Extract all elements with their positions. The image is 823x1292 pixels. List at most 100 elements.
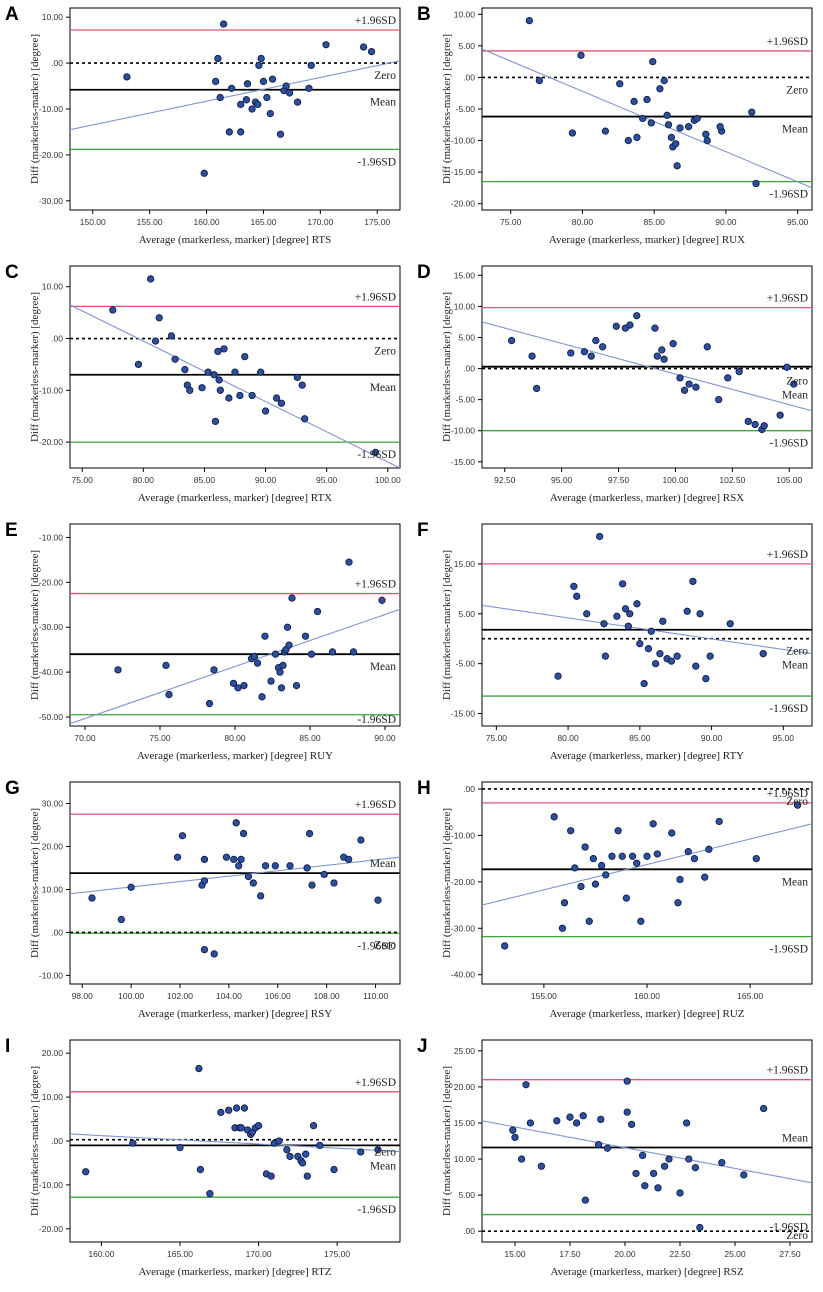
data-point — [249, 879, 257, 887]
y-axis-title: Diff (markerless-marker) [degree] — [441, 808, 453, 958]
data-point — [501, 942, 509, 950]
data-point — [293, 98, 302, 106]
data-point — [241, 352, 249, 361]
panel-c: C +1.96SD -1.96SD Zero Mean 10.00 .00 -10.00 -20… — [5, 262, 401, 504]
data-point — [579, 1112, 587, 1120]
x-tick-label: 110.00 — [363, 991, 389, 1001]
panel-letter: C — [5, 262, 19, 283]
data-point — [676, 1189, 684, 1197]
x-tick-label: 90.00 — [701, 733, 723, 743]
mean-label: Mean — [370, 97, 396, 109]
data-point — [236, 391, 244, 400]
x-tick-label: 85.00 — [299, 733, 321, 743]
upper-loa-label: +1.96SD — [355, 799, 396, 811]
y-tick-label: -5.00 — [456, 104, 476, 114]
y-tick-label: -20.00 — [451, 199, 475, 209]
data-point — [200, 169, 208, 177]
data-point — [225, 394, 233, 402]
data-point — [293, 373, 301, 382]
data-point — [567, 827, 575, 835]
data-point — [276, 130, 285, 138]
x-tick-label: 20.00 — [614, 1249, 636, 1259]
y-tick-label: -5.00 — [456, 659, 476, 669]
panel-b: B +1.96SD -1.96SD Zero Mean 10.00 5.00 .00 -5.00… — [417, 4, 813, 246]
lower-loa-label: -1.96SD — [357, 940, 396, 952]
data-point — [204, 368, 212, 376]
data-point — [558, 924, 567, 932]
data-point — [285, 89, 294, 97]
data-point — [581, 1196, 590, 1204]
x-tick-label: 170.00 — [307, 217, 333, 227]
x-tick-label: 80.00 — [133, 475, 155, 485]
x-tick-label: 85.00 — [644, 217, 666, 227]
data-point — [267, 677, 275, 685]
data-point — [680, 386, 689, 394]
data-point — [232, 1104, 241, 1112]
data-point — [759, 650, 767, 658]
data-point — [706, 652, 714, 660]
x-tick-label: 95.00 — [773, 733, 795, 743]
data-point — [759, 1104, 768, 1113]
x-tick-label: 100.00 — [375, 475, 401, 485]
panel-f: F +1.96SD -1.96SD Mean Zero 15.00 5.00 -5.00 -15… — [417, 520, 813, 762]
data-point — [219, 20, 228, 28]
x-tick-label: 80.00 — [557, 733, 579, 743]
zero-label: Zero — [786, 646, 808, 658]
data-point — [283, 1146, 291, 1154]
panel-letter: J — [417, 1036, 428, 1057]
data-point — [659, 617, 667, 625]
lower-loa-label: -1.96SD — [769, 189, 808, 201]
y-axis-title: Diff (markerless-marker) [degree] — [441, 292, 453, 442]
x-tick-label: 85.00 — [194, 475, 216, 485]
regression-line — [70, 304, 400, 468]
data-point — [301, 415, 309, 423]
data-point — [303, 864, 311, 872]
data-point — [614, 827, 622, 835]
data-point — [654, 1184, 662, 1192]
data-point — [633, 859, 641, 867]
data-point — [691, 1164, 700, 1172]
data-point — [151, 337, 160, 345]
data-point — [176, 1143, 184, 1152]
data-point — [636, 640, 644, 648]
data-point — [577, 51, 585, 59]
y-axis-title: Diff (markerless-marker) [degree] — [29, 1066, 41, 1216]
x-tick-label: 27.50 — [779, 1249, 801, 1259]
data-point — [623, 1077, 631, 1085]
upper-loa-label: +1.96SD — [767, 549, 808, 561]
x-axis-title: Average (markerless, marker) [degree] RT… — [139, 234, 331, 246]
data-point — [511, 1133, 519, 1142]
data-point — [630, 97, 638, 106]
data-point — [633, 133, 641, 142]
panel-letter: I — [5, 1036, 10, 1057]
data-point — [570, 582, 578, 590]
x-tick-label: 95.00 — [787, 217, 809, 227]
x-tick-label: 106.00 — [265, 991, 291, 1001]
data-point — [672, 140, 680, 148]
data-point — [651, 324, 659, 332]
data-point — [271, 862, 279, 870]
y-tick-label: -30.00 — [39, 622, 63, 632]
x-tick-label: 80.00 — [572, 217, 594, 227]
data-point — [367, 47, 376, 56]
data-point — [751, 420, 759, 429]
data-point — [253, 659, 262, 667]
data-point — [205, 699, 214, 708]
data-point — [640, 679, 648, 688]
data-point — [237, 128, 245, 136]
data-point — [653, 850, 661, 858]
x-tick-label: 15.00 — [504, 1249, 526, 1259]
data-point — [259, 77, 268, 86]
y-axis-title: Diff (markerless-marker) [degree] — [29, 292, 41, 442]
data-point — [587, 352, 595, 360]
y-tick-label: -15.00 — [451, 457, 475, 467]
data-point — [663, 111, 671, 119]
data-point — [200, 877, 209, 885]
data-point — [359, 43, 368, 51]
data-point — [231, 368, 239, 376]
data-point — [210, 371, 218, 379]
plot-area — [69, 7, 401, 211]
data-point — [357, 836, 365, 844]
data-point — [257, 54, 265, 63]
data-point — [171, 355, 179, 363]
